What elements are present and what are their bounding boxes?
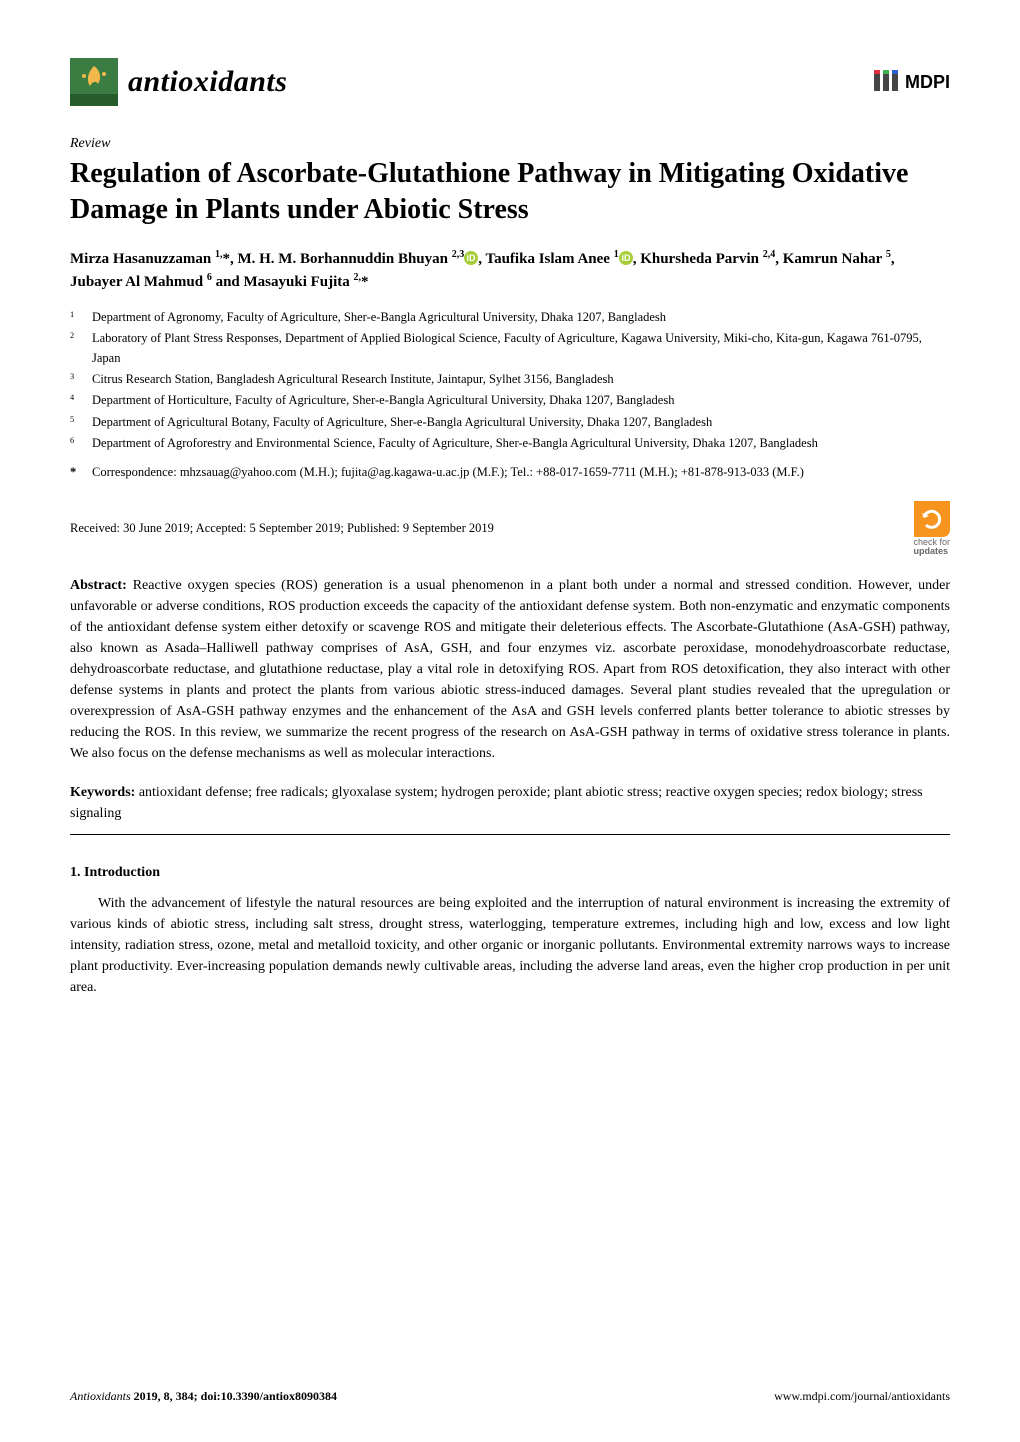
affiliation-text: Laboratory of Plant Stress Responses, De… (92, 329, 950, 368)
footer-right: www.mdpi.com/journal/antioxidants (774, 1389, 950, 1404)
journal-name: antioxidants (128, 65, 287, 99)
section-divider (70, 834, 950, 835)
affiliation-text: Department of Agronomy, Faculty of Agric… (92, 308, 950, 327)
svg-text:iD: iD (621, 253, 631, 263)
publisher-name: MDPI (905, 72, 950, 93)
keywords-label: Keywords: (70, 785, 135, 800)
affiliation-row: 5Department of Agricultural Botany, Facu… (70, 413, 950, 432)
body-text: With the advancement of lifestyle the na… (70, 893, 950, 998)
affiliation-row: 3Citrus Research Station, Bangladesh Agr… (70, 370, 950, 389)
correspondence-star: * (70, 463, 92, 482)
affiliation-number: 2 (70, 329, 92, 368)
affiliation-number: 6 (70, 434, 92, 453)
publication-dates: Received: 30 June 2019; Accepted: 5 Sept… (70, 521, 494, 536)
affiliation-row: 1Department of Agronomy, Faculty of Agri… (70, 308, 950, 327)
affiliation-number: 4 (70, 391, 92, 410)
affiliation-row: 6Department of Agroforestry and Environm… (70, 434, 950, 453)
section-heading: 1. Introduction (70, 865, 950, 881)
article-title: Regulation of Ascorbate-Glutathione Path… (70, 156, 950, 229)
affiliation-row: 2Laboratory of Plant Stress Responses, D… (70, 329, 950, 368)
affiliation-row: 4Department of Horticulture, Faculty of … (70, 391, 950, 410)
body-paragraph: With the advancement of lifestyle the na… (70, 893, 950, 998)
keywords-text: antioxidant defense; free radicals; glyo… (70, 785, 923, 821)
article-type: Review (70, 136, 950, 152)
page-header: antioxidants MDPI (70, 58, 950, 106)
affiliation-number: 1 (70, 308, 92, 327)
affiliation-number: 3 (70, 370, 92, 389)
affiliation-text: Department of Horticulture, Faculty of A… (92, 391, 950, 410)
check-updates-text: check for updates (913, 538, 950, 557)
abstract-paragraph: Abstract: Reactive oxygen species (ROS) … (70, 575, 950, 764)
correspondence-text: Correspondence: mhzsauag@yahoo.com (M.H.… (92, 463, 804, 482)
correspondence: * Correspondence: mhzsauag@yahoo.com (M.… (70, 463, 950, 482)
abstract-text: Reactive oxygen species (ROS) generation… (70, 578, 950, 761)
svg-text:iD: iD (467, 253, 477, 263)
page-footer: Antioxidants 2019, 8, 384; doi:10.3390/a… (70, 1389, 950, 1404)
mdpi-icon (871, 67, 901, 97)
check-updates-icon (914, 501, 950, 537)
publisher-logo: MDPI (871, 67, 950, 97)
check-updates-link[interactable]: check for updates (913, 501, 950, 557)
abstract-label: Abstract: (70, 578, 127, 593)
affiliation-text: Citrus Research Station, Bangladesh Agri… (92, 370, 950, 389)
dates-row: Received: 30 June 2019; Accepted: 5 Sept… (70, 501, 950, 557)
affiliation-number: 5 (70, 413, 92, 432)
footer-left: Antioxidants 2019, 8, 384; doi:10.3390/a… (70, 1389, 337, 1404)
journal-logo: antioxidants (70, 58, 287, 106)
keywords-paragraph: Keywords: antioxidant defense; free radi… (70, 782, 950, 824)
authors-line: Mirza Hasanuzzaman 1,*, M. H. M. Borhann… (70, 247, 950, 294)
affiliations-list: 1Department of Agronomy, Faculty of Agri… (70, 308, 950, 454)
affiliation-text: Department of Agroforestry and Environme… (92, 434, 950, 453)
journal-icon (70, 58, 118, 106)
affiliation-text: Department of Agricultural Botany, Facul… (92, 413, 950, 432)
